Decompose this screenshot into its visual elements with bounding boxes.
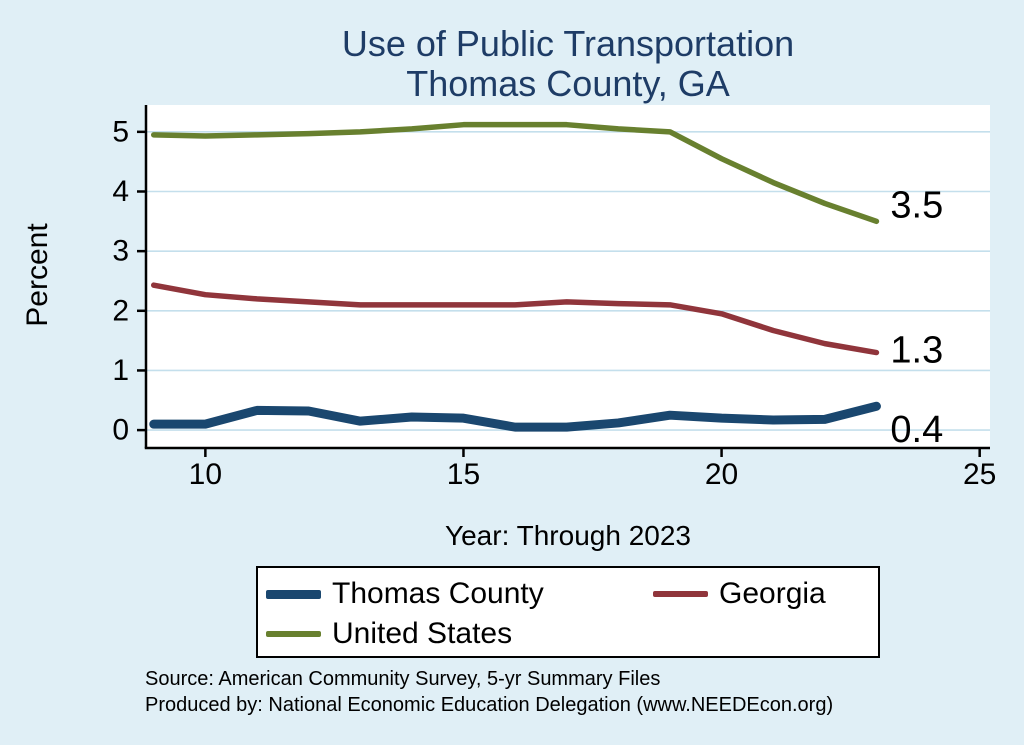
line-thomas-county [149, 401, 881, 432]
legend-label-united-states: United States [332, 617, 513, 650]
x-tick-label: 20 [705, 458, 738, 491]
y-tick-label: 3 [112, 235, 129, 268]
legend-item-georgia: Georgia [653, 577, 878, 611]
footer: Source: American Community Survey, 5-yr … [145, 666, 833, 718]
plot-background [146, 105, 990, 448]
x-axis-label: Year: Through 2023 [445, 520, 691, 551]
source-note: Source: American Community Survey, 5-yr … [145, 668, 661, 690]
line-georgia [150, 282, 880, 356]
end-label-thomas-county: 0.4 [890, 409, 943, 451]
end-label-georgia: 1.3 [890, 330, 943, 372]
x-tick-label: 10 [189, 458, 222, 491]
x-tick-label: 25 [963, 458, 996, 491]
legend-swatch-thomas-county [266, 589, 321, 599]
legend-swatch-georgia [653, 591, 708, 597]
legend-swatch-united-states [266, 631, 321, 637]
produced-by-note: Produced by: National Economic Education… [145, 694, 834, 716]
legend-label-thomas-county: Thomas County [332, 577, 544, 610]
legend-item-united-states: United States [266, 617, 653, 651]
y-tick-label: 0 [112, 414, 129, 447]
legend: Thomas County Georgia United States [256, 566, 880, 658]
y-tick-label: 1 [112, 354, 129, 387]
chart-title-line2: Thomas County, GA [406, 63, 730, 104]
plot-area: 0 1 2 3 4 5 10 15 20 25 0.4 1.3 3.5 [112, 105, 996, 491]
x-tick-label: 15 [447, 458, 480, 491]
chart-title-line1: Use of Public Transportation [341, 23, 795, 64]
y-tick-label: 5 [112, 115, 129, 148]
legend-item-thomas-county: Thomas County [266, 577, 653, 611]
legend-label-georgia: Georgia [719, 577, 826, 610]
y-tick-label: 2 [112, 294, 129, 327]
y-axis-label: Percent [21, 223, 54, 327]
y-tick-label: 4 [112, 175, 129, 208]
end-label-united-states: 3.5 [890, 184, 943, 226]
chart-title: Use of Public Transportation Thomas Coun… [146, 24, 990, 104]
line-united-states [150, 121, 880, 225]
